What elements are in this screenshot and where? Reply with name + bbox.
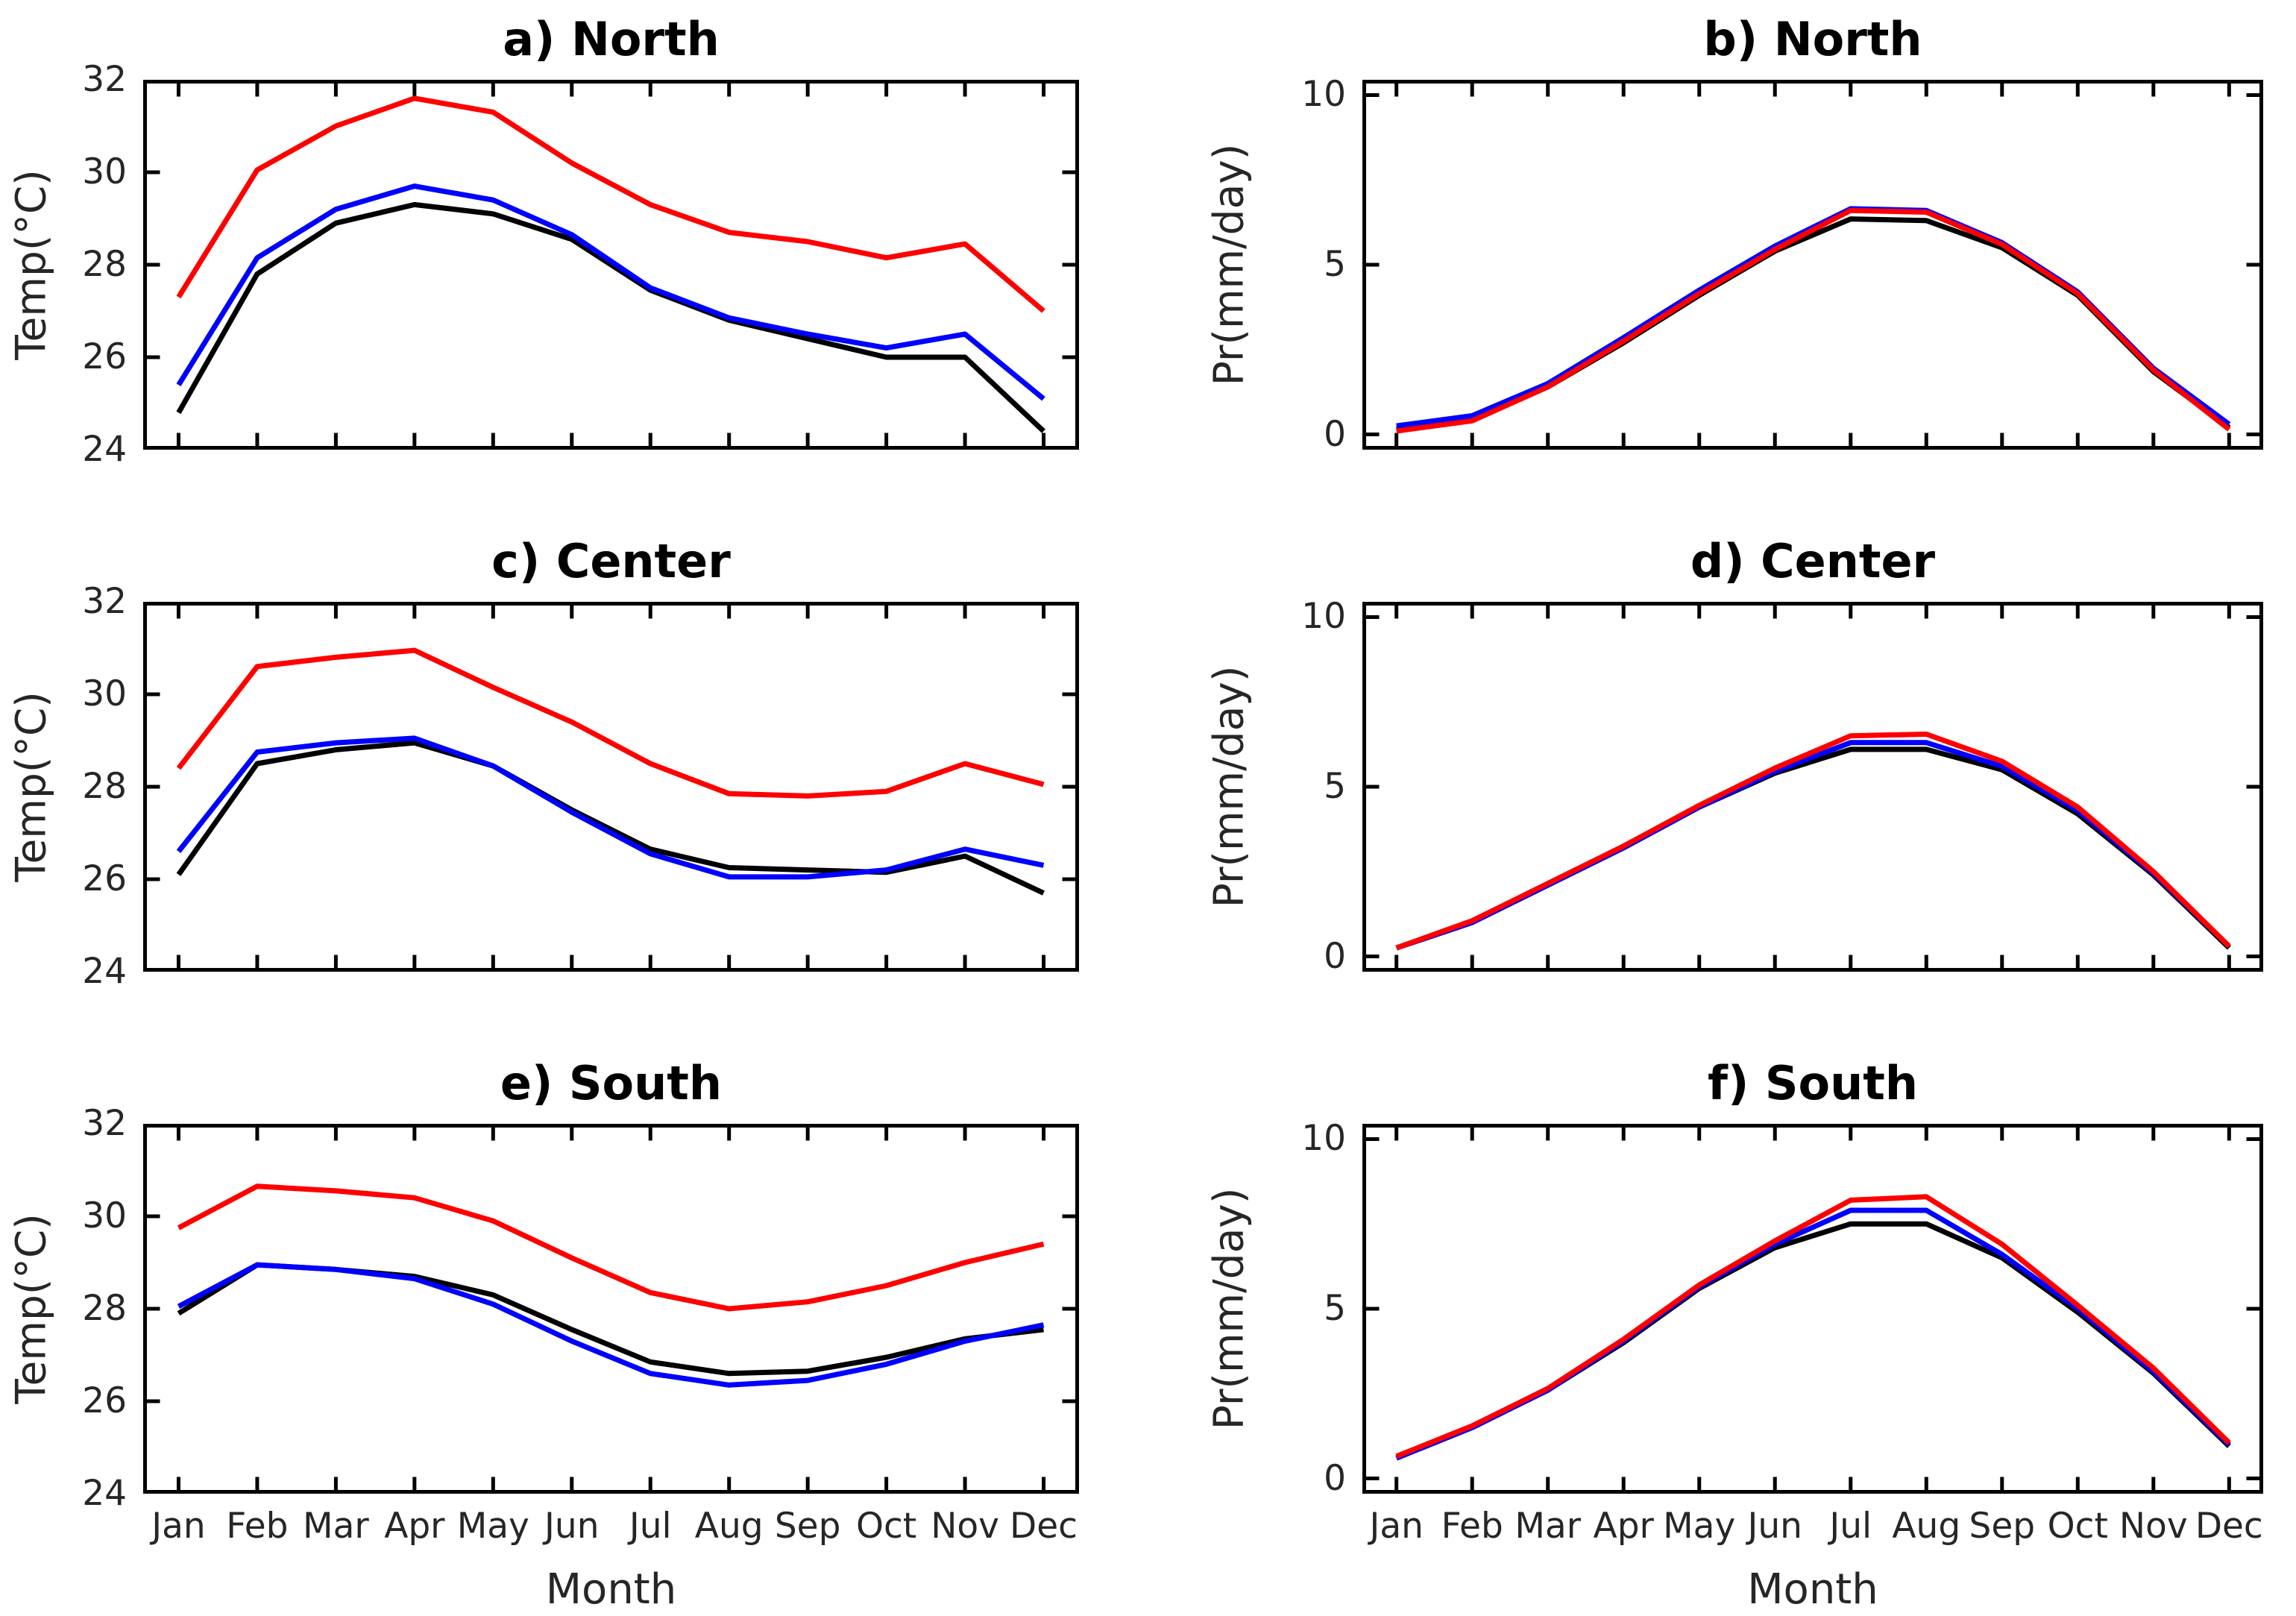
x-tick-label: Jan <box>151 1506 206 1547</box>
series-line-black <box>176 740 1045 896</box>
panel-a-north-temp: a) North Temp(°C) 24 26 28 30 32 <box>7 12 1079 470</box>
y-tick-label: 26 <box>82 336 127 377</box>
chart-title: b) North <box>1703 12 1922 66</box>
series-line-red <box>1396 207 2231 434</box>
chart-title: d) Center <box>1690 534 1936 588</box>
x-tick-label: Jun <box>544 1506 600 1547</box>
plot-area <box>1362 1124 2263 1494</box>
series-line-black <box>176 201 1045 433</box>
y-tick-label: 32 <box>82 1103 127 1144</box>
chart-title: c) Center <box>491 534 731 588</box>
series-line-blue <box>177 1262 1045 1388</box>
series-line-blue <box>176 735 1045 880</box>
plot-border <box>143 1124 1079 1494</box>
series-line-red <box>176 95 1045 313</box>
y-tick-label: 5 <box>1324 244 1346 285</box>
x-tick-label: Mar <box>1515 1506 1582 1547</box>
x-tick-label: May <box>456 1506 529 1547</box>
x-tick-label: Dec <box>2195 1506 2263 1547</box>
y-tick-label: 28 <box>82 1288 127 1329</box>
plot-border <box>1362 80 2263 450</box>
x-tick-label: Nov <box>2119 1506 2188 1547</box>
x-tick-label: Feb <box>1441 1506 1503 1547</box>
y-tick-label: 32 <box>82 59 127 100</box>
x-tick-label: Dec <box>1010 1506 1078 1547</box>
x-tick-label: Apr <box>1593 1506 1654 1547</box>
x-tick-label: Jan <box>1369 1506 1424 1547</box>
x-tick-label: Apr <box>384 1506 445 1547</box>
chart-title: a) North <box>503 12 720 66</box>
plot-area <box>143 602 1079 972</box>
panel-d-center-pr: d) Center Pr(mm/day) 0 5 10 <box>1204 534 2263 976</box>
x-tick-label: Jul <box>1829 1506 1872 1547</box>
y-tick-label: 10 <box>1301 596 1346 638</box>
series-line-red <box>1395 732 2231 951</box>
series-line-red <box>1395 1194 2231 1459</box>
x-tick-label: May <box>1663 1506 1736 1547</box>
panel-f-south-pr: f) South Pr(mm/day) Month 0 5 10 Jan Feb Mar A… <box>1204 1056 2263 1614</box>
panel-b-north-pr: b) North Pr(mm/day) 0 5 10 <box>1204 12 2263 454</box>
chart-title: e) South <box>500 1056 723 1110</box>
series-line-blue <box>176 183 1045 401</box>
y-tick-label: 0 <box>1324 935 1346 977</box>
x-tick-label: Feb <box>226 1506 289 1547</box>
x-tick-label: Aug <box>1892 1506 1961 1547</box>
y-tick-label: 0 <box>1324 413 1346 455</box>
x-axis-label: Month <box>1747 1565 1878 1614</box>
y-tick-label: 24 <box>82 951 127 992</box>
x-tick-label: Oct <box>2047 1506 2108 1547</box>
plot-border <box>143 602 1079 972</box>
y-tick-label: 0 <box>1324 1457 1346 1499</box>
y-tick-label: 30 <box>82 151 127 192</box>
x-tick-label: Mar <box>303 1506 369 1547</box>
plot-area <box>1362 80 2263 450</box>
x-tick-label: Jul <box>629 1506 672 1547</box>
series-line-red <box>177 1183 1045 1312</box>
plot-area <box>143 1124 1079 1494</box>
y-tick-label: 26 <box>82 858 127 899</box>
y-tick-label: 30 <box>82 673 127 714</box>
series-line-black <box>1395 1221 2231 1461</box>
plot-border <box>1362 602 2263 972</box>
x-tick-label: Nov <box>931 1506 999 1547</box>
y-tick-label: 28 <box>82 244 127 285</box>
y-tick-label: 30 <box>82 1195 127 1236</box>
y-tick-label: 5 <box>1324 766 1346 807</box>
y-tick-label: 28 <box>82 766 127 807</box>
x-axis-label: Month <box>545 1565 677 1614</box>
plot-border <box>1362 1124 2263 1494</box>
y-tick-label: 24 <box>82 429 127 470</box>
x-tick-label: Jun <box>1747 1506 1802 1547</box>
x-tick-label: Aug <box>694 1506 764 1547</box>
y-axis-label: Pr(mm/day) <box>1204 1187 1253 1430</box>
series-line-red <box>176 647 1045 799</box>
y-tick-label: 10 <box>1301 1118 1346 1160</box>
y-tick-label: 26 <box>82 1380 127 1421</box>
plot-area <box>143 80 1079 450</box>
x-tick-label: Sep <box>774 1506 841 1547</box>
y-tick-label: 5 <box>1324 1288 1346 1329</box>
y-tick-label: 10 <box>1301 74 1346 116</box>
series-line-black <box>1395 746 2231 951</box>
y-tick-label: 24 <box>82 1473 127 1514</box>
series-line-blue <box>1395 740 2231 951</box>
panel-c-center-temp: c) Center Temp(°C) 24 26 28 30 32 <box>7 534 1079 992</box>
y-tick-label: 32 <box>82 581 127 622</box>
chart-title: f) South <box>1707 1056 1919 1110</box>
y-axis-label: Pr(mm/day) <box>1204 143 1253 386</box>
plot-area <box>1362 602 2263 972</box>
y-axis-label: Pr(mm/day) <box>1204 665 1253 908</box>
x-tick-label: Sep <box>1969 1506 2036 1547</box>
panel-e-south-temp: e) South Temp(°C) Month 24 26 28 30 32 Jan Feb… <box>7 1056 1079 1614</box>
x-tick-label: Oct <box>855 1506 917 1547</box>
